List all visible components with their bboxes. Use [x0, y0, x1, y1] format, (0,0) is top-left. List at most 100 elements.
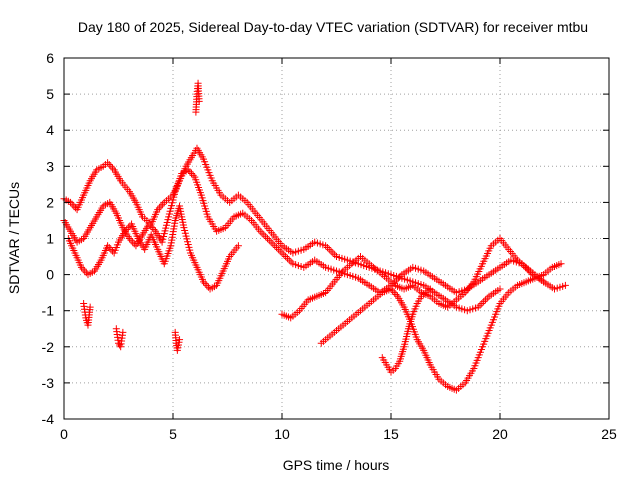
- data-point-marker: [86, 303, 94, 311]
- y-tick-label: 3: [46, 158, 54, 174]
- data-point-marker: [148, 224, 156, 232]
- data-series: [60, 79, 569, 394]
- data-point-marker: [480, 298, 488, 306]
- chart-title: Day 180 of 2025, Sidereal Day-to-day VTE…: [78, 19, 588, 35]
- data-point-marker: [105, 244, 113, 252]
- data-point-marker: [287, 258, 295, 266]
- series-track-d: [278, 235, 548, 322]
- data-point-marker: [204, 283, 212, 291]
- y-tick-label: 5: [46, 86, 54, 102]
- data-point-marker: [561, 281, 569, 289]
- data-point-marker: [278, 249, 286, 257]
- data-point-marker: [331, 251, 339, 259]
- data-point-marker: [327, 247, 335, 255]
- y-tick-label: -3: [42, 375, 55, 391]
- data-point-marker: [81, 267, 89, 275]
- x-tick-label: 10: [274, 426, 290, 442]
- data-point-marker: [157, 202, 165, 210]
- data-point-marker: [476, 301, 484, 309]
- y-tick-label: 1: [46, 231, 54, 247]
- data-point-marker: [189, 171, 197, 179]
- data-point-marker: [154, 206, 162, 214]
- x-tick-label: 25: [601, 426, 617, 442]
- y-tick-label: 6: [46, 50, 54, 66]
- data-point-marker: [258, 229, 266, 237]
- data-point-marker: [483, 294, 491, 302]
- series-track-b: [60, 166, 569, 297]
- data-point-marker: [147, 222, 155, 230]
- series-track-c: [64, 202, 242, 293]
- y-tick-label: 4: [46, 122, 54, 138]
- data-point-marker: [396, 272, 404, 280]
- data-point-marker: [145, 220, 153, 228]
- data-point-marker: [200, 278, 208, 286]
- x-tick-label: 5: [169, 426, 177, 442]
- data-point-marker: [129, 238, 137, 246]
- data-point-marker: [234, 242, 242, 250]
- data-point-marker: [184, 166, 192, 174]
- data-point-marker: [188, 170, 196, 178]
- data-point-marker: [474, 303, 482, 311]
- data-point-marker: [260, 231, 268, 239]
- data-point-marker: [201, 280, 209, 288]
- data-point-marker: [267, 238, 275, 246]
- data-point-marker: [540, 278, 548, 286]
- data-point-marker: [119, 328, 127, 336]
- data-point-marker: [77, 263, 85, 271]
- data-point-marker: [186, 168, 194, 176]
- data-point-marker: [203, 281, 211, 289]
- data-point-marker: [79, 265, 87, 273]
- grid-lines: [64, 58, 609, 419]
- y-tick-label: -4: [42, 411, 55, 427]
- data-point-marker: [70, 202, 78, 210]
- data-point-marker: [125, 235, 133, 242]
- data-point-marker: [262, 233, 270, 241]
- data-point-marker: [478, 299, 486, 307]
- series-track-g: [80, 79, 203, 354]
- data-point-marker: [282, 253, 290, 261]
- data-point-marker: [271, 242, 279, 250]
- data-point-marker: [394, 274, 402, 282]
- data-point-marker: [104, 159, 112, 167]
- data-point-marker: [109, 164, 117, 172]
- y-tick-label: 2: [46, 194, 54, 210]
- data-point-marker: [481, 296, 489, 304]
- data-point-marker: [390, 289, 398, 297]
- data-point-marker: [557, 260, 565, 268]
- data-point-marker: [155, 204, 163, 212]
- data-point-marker: [496, 285, 504, 293]
- data-point-marker: [176, 336, 184, 344]
- data-point-marker: [285, 256, 293, 264]
- data-point-marker: [325, 245, 333, 253]
- data-point-marker: [124, 224, 132, 232]
- data-point-marker: [105, 160, 113, 168]
- x-tick-label: 20: [492, 426, 508, 442]
- data-point-marker: [121, 227, 129, 235]
- y-tick-label: -2: [42, 339, 55, 355]
- x-axis-label: GPS time / hours: [283, 457, 390, 473]
- data-point-marker: [392, 276, 400, 284]
- data-point-marker: [195, 97, 203, 105]
- series-track-a: [60, 144, 504, 315]
- data-point-marker: [426, 285, 434, 293]
- data-point-marker: [107, 162, 115, 170]
- x-tick-label: 15: [383, 426, 399, 442]
- data-point-marker: [322, 242, 330, 250]
- data-point-marker: [256, 227, 264, 235]
- data-point-marker: [273, 244, 281, 252]
- data-point-marker: [116, 341, 124, 349]
- data-point-marker: [82, 269, 90, 277]
- data-point-marker: [329, 249, 337, 257]
- data-point-marker: [283, 254, 291, 262]
- data-point-marker: [265, 236, 273, 244]
- data-point-marker: [263, 235, 271, 242]
- data-point-marker: [387, 285, 395, 293]
- y-axis-label: SDTVAR / TECUs: [6, 182, 22, 294]
- data-point-marker: [107, 245, 115, 253]
- data-point-marker: [104, 242, 112, 250]
- data-point-marker: [392, 290, 400, 298]
- x-tick-label: 0: [60, 426, 68, 442]
- data-point-marker: [159, 200, 167, 208]
